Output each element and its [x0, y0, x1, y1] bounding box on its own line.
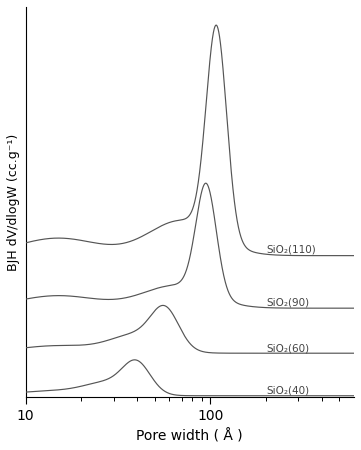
X-axis label: Pore width ( Å ): Pore width ( Å ) — [136, 428, 243, 443]
Text: SiO₂(110): SiO₂(110) — [266, 245, 316, 255]
Text: SiO₂(90): SiO₂(90) — [266, 297, 309, 307]
Text: SiO₂(40): SiO₂(40) — [266, 386, 309, 396]
Text: SiO₂(60): SiO₂(60) — [266, 343, 309, 353]
Y-axis label: BJH dV/dlogW (cc.g⁻¹): BJH dV/dlogW (cc.g⁻¹) — [7, 134, 20, 271]
